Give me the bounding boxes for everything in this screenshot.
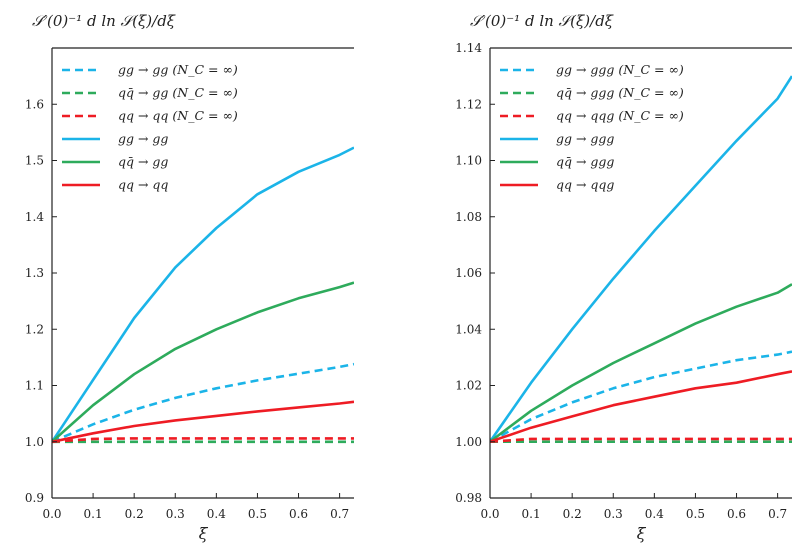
x-axis-label: ξ [637,524,647,543]
legend-label-1: gg → ggg (N_C = ∞) [556,62,684,77]
series-line-6 [490,370,792,443]
y-tick-label: 1.06 [455,266,482,280]
x-tick-label: 0.0 [480,507,499,521]
series-line-5 [490,283,792,443]
y-tick-label: 1.6 [25,97,44,111]
legend-label-4: gg → gg [118,131,168,146]
chart-panel-1: 𝒮′(0)⁻¹ d ln 𝒮(ξ)/dξ 0.0 0.1 0.2 0.3 0.4 0.5 0.… [25,12,354,543]
y-tick-label: 1.1 [25,379,44,393]
series-line-3 [52,437,354,444]
y-tick-label: 1.0 [25,435,44,449]
series-line-1 [490,350,792,443]
x-tick-label: 0.1 [522,507,541,521]
y-tick-label: 1.2 [25,322,44,336]
y-tick-label: 1.02 [455,379,482,393]
series-group [490,75,792,444]
x-tick-label: 0.3 [604,507,623,521]
y-tick-label: 1.3 [25,266,44,280]
y-axis-label: 𝒮′(0)⁻¹ d ln 𝒮(ξ)/dξ [32,12,176,30]
legend-label-2: qq̄ → ggg (N_C = ∞) [556,85,684,100]
y-tick-label: 1.12 [455,97,482,111]
x-tick-label: 0.6 [727,507,746,521]
y-tick-label: 1.4 [25,210,44,224]
series-line-4 [490,75,792,443]
x-tick-label: 0.0 [42,507,61,521]
y-axis-label: 𝒮′(0)⁻¹ d ln 𝒮(ξ)/dξ [470,12,614,30]
y-tick-label: 0.9 [25,491,44,505]
x-axis-label: ξ [199,524,209,543]
x-tick-label: 0.7 [768,507,787,521]
legend-label-2: qq̄ → gg (N_C = ∞) [118,85,238,100]
y-tick-label: 1.00 [455,435,482,449]
legend-label-3: qq → qq (N_C = ∞) [118,108,238,123]
legend-label-6: qq → qq [118,177,168,192]
series-line-3 [490,437,792,443]
x-tick-label: 0.4 [645,507,664,521]
x-tick-label: 0.2 [563,507,582,521]
y-tick-label: 1.10 [455,154,482,168]
legend-label-6: qq → qqg [556,177,614,192]
chart-panel-2: 𝒮′(0)⁻¹ d ln 𝒮(ξ)/dξ 0.0 0.1 0.2 0.3 0.4 0.5 0.… [455,12,792,543]
y-tick-label: 1.5 [25,154,44,168]
x-tick-label: 0.2 [125,507,144,521]
legend: gg → gg (N_C = ∞) qq̄ → gg (N_C = ∞) qq → … [62,62,238,192]
x-tick-label: 0.1 [84,507,103,521]
series-line-5 [52,281,354,443]
legend-label-3: qq → qqg (N_C = ∞) [556,108,684,123]
legend-label-5: qq̄ → gg [118,154,168,169]
x-tick-label: 0.5 [686,507,705,521]
series-line-1 [52,362,354,443]
y-tick-label: 1.08 [455,210,482,224]
series-line-6 [52,400,354,444]
y-tick-label: 1.04 [455,322,482,336]
x-tick-label: 0.4 [207,507,226,521]
series-group [52,146,354,444]
x-tick-label: 0.6 [289,507,308,521]
legend-label-5: qq̄ → ggg [556,154,614,169]
series-line-4 [52,146,354,443]
legend-label-4: gg → ggg [556,131,614,146]
legend-label-1: gg → gg (N_C = ∞) [118,62,238,77]
y-tick-label: 0.98 [455,491,482,505]
y-tick-label: 1.14 [455,41,482,55]
legend: gg → ggg (N_C = ∞) qq̄ → ggg (N_C = ∞) qq … [500,62,684,192]
x-tick-label: 0.5 [248,507,267,521]
x-tick-label: 0.3 [166,507,185,521]
x-tick-label: 0.7 [330,507,349,521]
